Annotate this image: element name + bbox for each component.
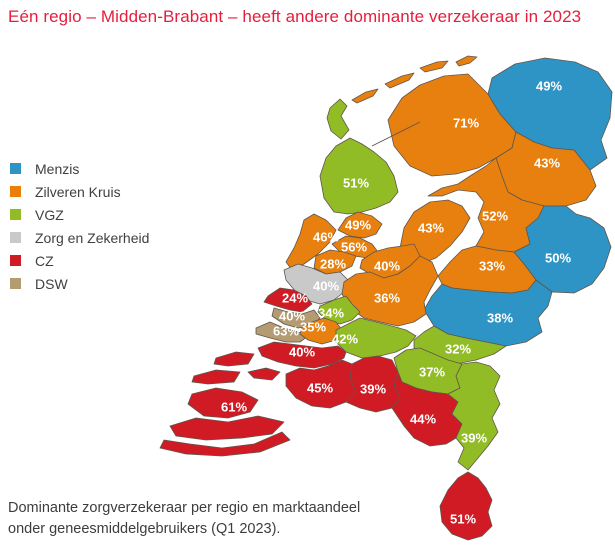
caption-line-1: Dominante zorgverzekeraar per regio en m… [8, 500, 361, 516]
legend-swatch [10, 186, 21, 197]
legend-label: Zorg en Zekerheid [35, 229, 150, 246]
region-texel [326, 98, 350, 140]
legend-swatch [10, 255, 21, 266]
figure-caption: Dominante zorgverzekeraar per regio en m… [8, 498, 488, 540]
region-label-midden-brabant: 39% [360, 382, 386, 397]
legend-item-vgz: VGZ [10, 203, 149, 226]
region-wadden-terschelling [384, 72, 415, 89]
region-tholen [247, 367, 281, 381]
region-goeree [213, 351, 255, 367]
region-label-zaanstreek-waterland: 49% [345, 218, 371, 233]
region-label-rotterdam: 35% [300, 320, 326, 335]
region-label-zuid-hollandse-eilanden: 40% [289, 345, 315, 360]
region-zuid-limburg [439, 471, 493, 541]
legend-label: VGZ [35, 206, 64, 223]
region-label-zuidoost-brabant: 44% [410, 412, 436, 427]
region-label-west-brabant: 45% [307, 381, 333, 396]
legend-item-cz: CZ [10, 249, 149, 272]
legend-label: Menzis [35, 160, 80, 177]
region-label-zuid-limburg: 51% [450, 512, 476, 527]
figure-title: Eén regio – Midden-Brabant – heeft ander… [8, 7, 582, 26]
region-label-noord-holland-noord: 51% [343, 176, 369, 191]
caption-line-2: onder geneesmiddelgebruikers (Q1 2023). [8, 521, 281, 537]
legend-item-dsw: DSW [10, 272, 149, 295]
region-zaanstreek-waterland [337, 211, 383, 239]
region-haaglanden [263, 287, 313, 313]
region-label-apeldoorn: 33% [479, 259, 505, 274]
region-wadden-schiermonnikoog [455, 55, 478, 67]
region-noord-limburg [447, 361, 501, 471]
legend-label: CZ [35, 252, 54, 269]
legend-label: DSW [35, 275, 68, 292]
region-label-twente: 50% [545, 251, 571, 266]
region-wadden-ameland [419, 60, 449, 73]
region-label-nijmegen: 32% [445, 342, 471, 357]
region-label-friesland: 71% [453, 116, 479, 131]
region-nieuwe-waterweg-noord [255, 321, 309, 343]
region-zuid-beveland [169, 415, 285, 441]
region-label-groningen: 49% [536, 79, 562, 94]
region-label-nieuwe-waterweg-noord: 63% [273, 324, 299, 339]
legend-label: Zilveren Kruis [35, 183, 121, 200]
region-label-arnhem: 38% [487, 311, 513, 326]
region-waardenland [335, 317, 417, 359]
legend-swatch [10, 209, 21, 220]
region-label-haaglanden: 24% [282, 291, 308, 306]
region-label-drenthe: 43% [534, 156, 560, 171]
region-label-utrecht: 36% [374, 291, 400, 306]
region-label-noordoost-brabant: 37% [419, 365, 445, 380]
legend-item-zilveren-kruis: Zilveren Kruis [10, 180, 149, 203]
legend-swatch [10, 278, 21, 289]
region-label-midden-holland: 34% [318, 306, 344, 321]
region-utrecht [341, 255, 439, 327]
region-label-delft-westland: 40% [279, 309, 305, 324]
region-wadden-vlieland [351, 88, 379, 104]
legend-item-zorg-en-zekerheid: Zorg en Zekerheid [10, 226, 149, 249]
region-kennemerland [285, 213, 337, 271]
region-noord-holland-noord [319, 137, 399, 215]
region-label-noord-limburg: 39% [461, 431, 487, 446]
legend: Menzis Zilveren Kruis VGZ Zorg en Zekerheid… [10, 157, 149, 295]
region-label-flevoland: 43% [418, 221, 444, 236]
region-label-kennemerland: 46% [313, 230, 339, 245]
region-midden-holland [317, 295, 361, 325]
afsluitdijk-line [371, 121, 421, 147]
region-amstelland [313, 249, 357, 275]
region-label-amstelland: 28% [320, 257, 346, 272]
legend-swatch [10, 163, 21, 174]
region-label-zeeland: 61% [221, 400, 247, 415]
region-label-zuid-holland-noord: 40% [313, 279, 339, 294]
region-label-waardenland: 42% [332, 332, 358, 347]
region-zeeland [187, 387, 259, 419]
legend-item-menzis: Menzis [10, 157, 149, 180]
region-schouwen [191, 369, 241, 385]
region-label-amsterdam: 56% [341, 240, 367, 255]
region-label-zwolle: 52% [482, 209, 508, 224]
legend-swatch [10, 232, 21, 243]
region-zeeuws-vlaanderen [159, 431, 291, 457]
region-label-t-gooi: 40% [374, 259, 400, 274]
region-zuid-hollandse-eilanden [257, 341, 347, 369]
region-groningen [487, 57, 613, 171]
